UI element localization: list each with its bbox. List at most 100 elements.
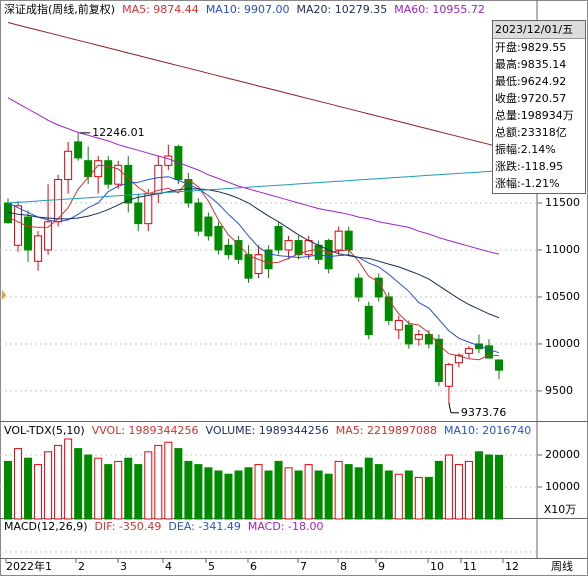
legend-entry: VVOL: 1989344256	[91, 424, 199, 437]
volume-bar	[304, 464, 313, 520]
volume-bar	[495, 454, 503, 520]
candle-body	[204, 216, 213, 237]
volume-bar	[194, 464, 203, 520]
volume-bar	[104, 464, 113, 520]
candle-body	[344, 230, 353, 251]
x-tick-label: 7	[300, 560, 307, 573]
y-tick-label: 11000	[545, 243, 580, 256]
volume-bar	[394, 473, 403, 520]
candle-body	[484, 345, 493, 359]
x-tick-label: 3	[120, 560, 127, 573]
candle-body	[264, 249, 273, 270]
volume-bar	[74, 448, 83, 520]
volume-bar	[234, 470, 243, 520]
ma-line	[7, 170, 500, 204]
candle-body	[114, 164, 123, 185]
candle-body	[324, 240, 333, 270]
volume-bar	[414, 476, 423, 520]
volume-bar	[44, 451, 53, 520]
volume-bar	[134, 464, 143, 520]
info-row: 涨幅:-1.21%	[495, 177, 560, 190]
candle-body	[334, 230, 343, 251]
volume-bar	[114, 460, 123, 520]
ma-line	[7, 164, 500, 361]
legend-entry: VOLUME: 1989344256	[205, 424, 329, 437]
macd-legend: MACD(12,26,9) DIF: -350.49 DEA: -341.49 MAC…	[4, 520, 536, 534]
low-label: 9373.76	[461, 406, 507, 419]
left-marker	[2, 290, 6, 300]
candle-body	[394, 319, 403, 331]
volume-bar	[4, 460, 12, 520]
volume-bar	[204, 467, 213, 520]
volume-bar	[144, 451, 153, 520]
candle-body	[424, 334, 433, 345]
x-tick-label: 4	[165, 560, 172, 573]
candle-body	[274, 225, 283, 251]
chart-title: 深证成指(周线,前复权)	[4, 3, 116, 16]
x-tick-label: 10	[430, 560, 444, 573]
y-tick-label: 10000	[545, 337, 580, 350]
legend-entry: MA5: 9874.44	[122, 3, 199, 16]
candle-body	[284, 240, 293, 251]
volume-bar	[34, 464, 43, 520]
candle-body	[454, 354, 463, 364]
volume-bar	[154, 444, 163, 520]
x-tick-label: 9	[378, 560, 385, 573]
legend-entry: DEA: -341.49	[168, 520, 241, 533]
candle-body	[64, 150, 73, 180]
info-date: 2023/12/01/五	[493, 21, 585, 39]
volume-bar	[224, 473, 233, 520]
volume-bar	[454, 464, 463, 520]
candle-body	[144, 193, 153, 225]
candle-body	[434, 338, 443, 383]
info-row: 总额:23318亿	[495, 126, 567, 139]
legend-entry: MA10: 2016740	[444, 424, 532, 437]
period-label: 周线	[551, 559, 573, 573]
legend-entry: VOL-TDX(5,10)	[4, 424, 85, 437]
y-tick-label: 9500	[545, 384, 573, 397]
candle-body	[214, 225, 223, 251]
volume-bar	[254, 464, 263, 520]
volume-bar	[244, 467, 253, 520]
legend-entry: DIF: -350.49	[94, 520, 162, 533]
candle-body	[414, 334, 423, 340]
info-row: 最低:9624.92	[495, 75, 567, 88]
info-row: 总量:198934万	[495, 109, 574, 122]
candle-body	[14, 205, 23, 246]
candle-body	[404, 324, 413, 345]
ma-line	[7, 22, 500, 148]
volume-bar	[294, 470, 303, 520]
x-tick-label: 6	[250, 560, 257, 573]
volume-bar	[264, 470, 273, 520]
info-row: 涨跌:-118.95	[495, 160, 564, 173]
legend-entry: MACD(12,26,9)	[4, 520, 88, 533]
volume-bar	[464, 460, 473, 520]
volume-bar	[94, 457, 103, 520]
volume-bar	[164, 441, 173, 520]
volume-unit: X10万	[544, 503, 577, 516]
volume-bar	[434, 460, 443, 520]
volume-bar	[334, 460, 343, 520]
info-row: 最高:9835.14	[495, 58, 567, 71]
y-tick-label: 20000	[545, 448, 580, 461]
volume-bar	[214, 470, 223, 520]
legend-entry: MA5: 2219897088	[335, 424, 437, 437]
low-pointer	[448, 402, 452, 413]
candle-body	[74, 141, 83, 159]
volume-bar	[174, 448, 183, 520]
candle-body	[364, 305, 373, 336]
volume-bar	[274, 460, 283, 520]
x-tick-label: 2022年1	[6, 559, 52, 573]
volume-bar	[184, 460, 193, 520]
candle-body	[104, 160, 113, 185]
main-legend: 深证成指(周线,前复权) MA5: 9874.44 MA10: 9907.00 MA…	[4, 3, 485, 17]
legend-entry: MA60: 10955.72	[394, 3, 485, 16]
candle-body	[194, 202, 203, 232]
volume-bar	[24, 457, 33, 520]
volume-bar	[374, 464, 383, 520]
y-tick-label: 11500	[545, 196, 580, 209]
candle-body	[294, 240, 303, 256]
candle-body	[444, 364, 453, 387]
